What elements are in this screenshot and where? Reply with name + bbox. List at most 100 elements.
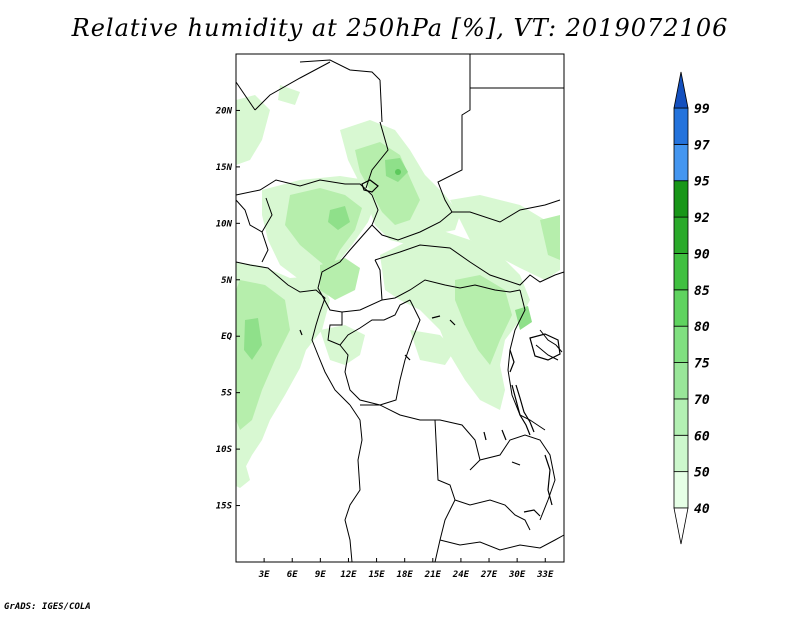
- lake-chad: [361, 179, 379, 193]
- humidity-core-chad: [355, 142, 420, 225]
- river-mark-5: [511, 461, 521, 466]
- humidity-strong-west: [244, 318, 262, 360]
- colorbar-segment: [673, 107, 689, 145]
- border-path-12: [381, 279, 521, 301]
- lon-tick-label: 27E: [480, 570, 498, 580]
- grads-credit: GrADS: IGES/COLA: [4, 602, 91, 612]
- colorbar-label: 75: [694, 357, 710, 372]
- lat-tick-label: 20N: [215, 106, 233, 116]
- coastline-west: [235, 261, 351, 406]
- lon-tick-label: 6E: [287, 570, 298, 580]
- lat-tick-label: 5N: [221, 276, 232, 286]
- lon-tick-label: 24E: [452, 570, 470, 580]
- humidity-area-north: [236, 95, 270, 165]
- humidity-area-sudan: [450, 195, 560, 280]
- border-path-15: [327, 299, 411, 346]
- humidity-peak-spot: [395, 169, 401, 175]
- lon-tick-label: 18E: [397, 570, 414, 580]
- humidity-area-car: [380, 230, 530, 410]
- river-mark-4: [299, 329, 303, 336]
- border-path-22: [479, 434, 556, 521]
- colorbar-segment: [673, 180, 689, 218]
- border-path-10: [317, 224, 383, 313]
- colorbar-segment: [673, 289, 689, 327]
- river-mark-3: [404, 354, 411, 361]
- lon-tick-label: 21E: [424, 570, 442, 580]
- lat-tick-label: 10N: [216, 219, 233, 229]
- longitude-axis: 3E 6E 9E 12E 15E 18E 21E 24E 27E 30E 33E: [258, 558, 554, 580]
- lon-tick-label: 30E: [508, 570, 526, 580]
- border-path-16: [339, 299, 421, 406]
- lat-tick-label: 15S: [216, 502, 233, 512]
- border-path-13: [504, 271, 565, 286]
- colorbar-label: 92: [694, 211, 710, 226]
- colorbar-segment: [673, 398, 689, 436]
- river-mark-1: [431, 315, 441, 319]
- colorbar-segment: [673, 216, 689, 254]
- lon-tick-label: 12E: [340, 570, 357, 580]
- border-path-17: [344, 404, 363, 563]
- humidity-area-congo-basin: [410, 330, 455, 365]
- border-path-7: [235, 81, 256, 111]
- river-marks: [299, 315, 521, 466]
- humidity-area-northeast: [278, 85, 300, 105]
- colorbar-label: 50: [694, 466, 710, 481]
- colorbar-segment: [673, 325, 689, 363]
- lake-kariba: [523, 509, 541, 517]
- lake-victoria: [529, 333, 561, 361]
- border-path-23: [261, 197, 273, 233]
- border-path-5: [299, 59, 381, 81]
- lat-tick-label: 5S: [221, 389, 232, 399]
- coastline-west-north: [235, 199, 269, 263]
- lon-tick-label: 15E: [368, 570, 385, 580]
- border-path-18: [360, 404, 481, 471]
- border-path-8: [437, 54, 471, 213]
- humidity-core-car: [455, 275, 512, 365]
- border-path-6: [254, 61, 331, 111]
- humidity-core-west: [236, 280, 290, 430]
- colorbar-label: 97: [694, 138, 710, 153]
- humidity-strong-sahel: [328, 206, 350, 230]
- lake-malawi: [544, 454, 553, 506]
- colorbar-label: 85: [694, 284, 710, 299]
- humidity-field: [236, 85, 560, 488]
- colorbar-segment: [673, 434, 689, 473]
- border-path-3: [365, 121, 389, 189]
- colorbar-segment: [673, 471, 689, 509]
- humidity-core-east: [540, 215, 560, 260]
- border-path-4: [379, 79, 383, 123]
- river-mark-2: [449, 319, 456, 326]
- colorbar-label: 70: [694, 393, 710, 408]
- lake-mweru: [501, 429, 507, 441]
- lat-tick-label: 10S: [216, 445, 233, 455]
- river-mark-6: [483, 431, 487, 441]
- border-path-11: [374, 244, 506, 281]
- lake-tanganyika-east: [515, 384, 535, 433]
- lon-tick-label: 33E: [536, 570, 554, 580]
- map-frame: [235, 53, 565, 563]
- latitude-axis: 20N 15N 10N 5N EQ 5S 10S 15S: [215, 106, 240, 512]
- lake-kivu: [509, 349, 515, 373]
- humidity-core-cameroon: [320, 258, 360, 300]
- humidity-area-gabon: [320, 325, 365, 365]
- lat-tick-label: 15N: [216, 163, 233, 173]
- colorbar-segment: [673, 253, 689, 291]
- border-path-21: [439, 534, 565, 551]
- lon-tick-label: 3E: [258, 570, 270, 580]
- colorbar-label: 80: [694, 320, 710, 335]
- lake-tanganyika: [511, 384, 531, 436]
- colorbar-label: 99: [694, 102, 710, 117]
- colorbar-segment: [673, 362, 689, 400]
- country-borders: [235, 54, 565, 563]
- lon-tick-label: 9E: [315, 570, 326, 580]
- border-path-14: [507, 289, 546, 431]
- lakes: [361, 179, 561, 517]
- colorbar: 40 50 60 70 75 80 85 90 92 95 97 99: [673, 71, 710, 545]
- colorbar-min-triangle: [673, 507, 689, 545]
- colorbar-label: 60: [694, 429, 710, 444]
- border-path-19: [434, 419, 456, 563]
- humidity-strong-east: [515, 306, 532, 330]
- colorbar-segment: [673, 143, 689, 182]
- colorbar-max-triangle: [673, 71, 689, 109]
